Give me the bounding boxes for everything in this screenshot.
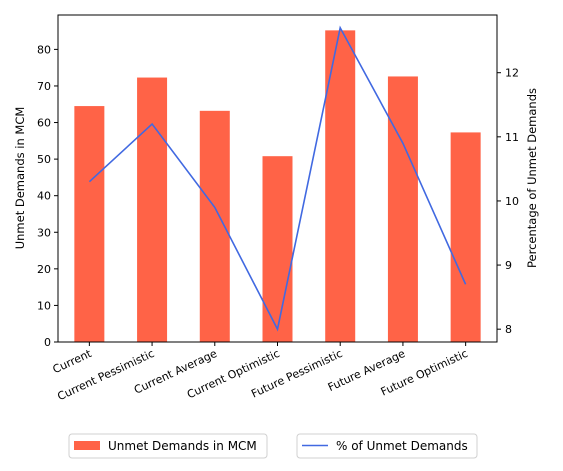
- bar: [262, 156, 293, 342]
- y-tick-label: 10: [37, 299, 51, 312]
- y-tick-label: 0: [44, 336, 51, 349]
- left-axis: 0 10 20 30 40 50 60 70 80: [37, 43, 58, 349]
- legend-swatch-bar: [74, 441, 100, 450]
- y-axis-label: Unmet Demands in MCM: [13, 107, 27, 250]
- y-tick-label: 70: [37, 80, 51, 93]
- y-tick-label: 60: [37, 117, 51, 130]
- y2-tick-label: 9: [505, 259, 512, 272]
- legend-label-bar: Unmet Demands in MCM: [108, 439, 257, 453]
- right-axis: 8 9 10 11 12: [497, 67, 519, 336]
- bar: [450, 132, 481, 342]
- y2-tick-label: 8: [505, 323, 512, 336]
- legend: Unmet Demands in MCM % of Unmet Demands: [68, 433, 478, 459]
- y2-tick-label: 10: [505, 195, 519, 208]
- bars-layer: [74, 30, 481, 343]
- legend-box-line: [296, 433, 478, 459]
- x-tick-label: Current: [51, 347, 95, 377]
- bar: [137, 77, 168, 342]
- y-tick-label: 20: [37, 263, 51, 276]
- y-tick-label: 50: [37, 153, 51, 166]
- y2-tick-label: 12: [505, 67, 519, 80]
- legend-label-line: % of Unmet Demands: [336, 439, 468, 453]
- series-line: [88, 25, 467, 332]
- line-layer: [88, 25, 467, 332]
- legend-box-bar: [68, 433, 268, 459]
- bar: [74, 106, 105, 342]
- y-tick-label: 30: [37, 226, 51, 239]
- bar: [387, 76, 418, 343]
- y2-tick-label: 11: [505, 131, 519, 144]
- y-tick-label: 80: [37, 43, 51, 56]
- y2-axis-label: Percentage of Unmet Demands: [525, 88, 539, 268]
- y-tick-label: 40: [37, 190, 51, 203]
- bar: [325, 30, 356, 342]
